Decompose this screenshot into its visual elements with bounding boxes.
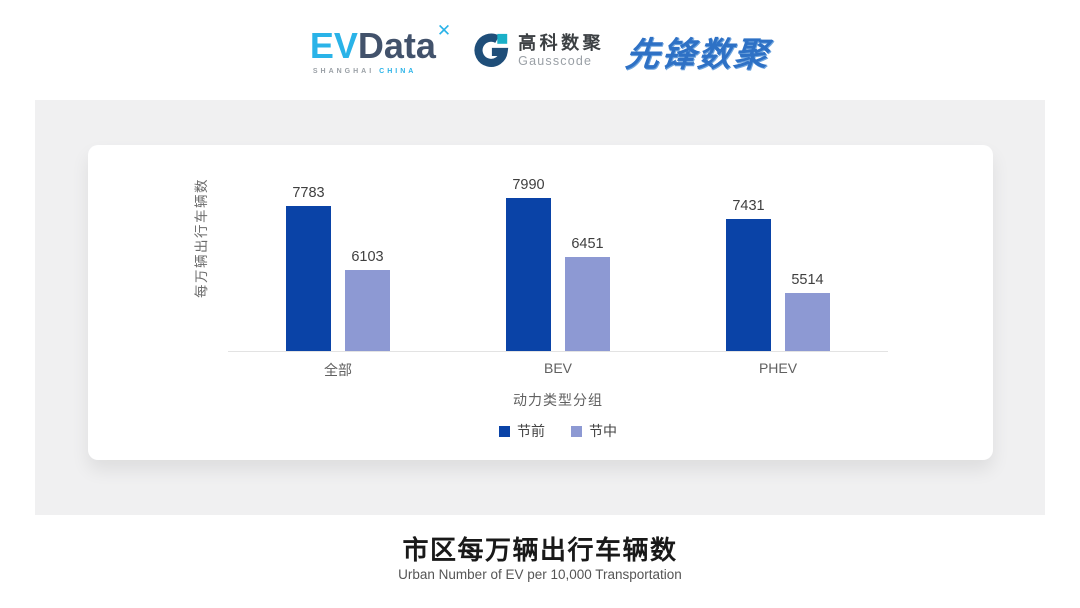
evdata-tagline: SHANGHAI CHINA [312,67,417,75]
bar-value-label: 6103 [351,249,384,265]
legend-label: 节前 [517,423,545,439]
bar-节中-PHEV [785,293,830,351]
bar-with-label: 6451 [565,236,610,351]
chart-card: 每万辆出行车辆数 7783 6103 7990 6451 7431 5514 全部 BEV P… [88,145,993,460]
header-logos: EV Data ✕ SHANGHAI CHINA 高科数聚 Gausscode 先锋… [0,16,1080,86]
legend-item: 节前 [499,421,545,441]
bar-value-label: 7783 [292,185,325,201]
bar-value-label: 5514 [791,272,824,288]
legend: 节前 节中 [228,421,888,441]
category-label: 全部 [324,362,352,378]
page-subtitle: Urban Number of EV per 10,000 Transporta… [398,567,682,582]
category-label: BEV [543,360,572,376]
evdata-data-text: Data [357,24,436,66]
bar-group: 7431 5514 [726,198,830,351]
evdata-logo-text: EV Data ✕ [309,22,451,66]
x-axis-label: 动力类型分组 [513,392,603,408]
category-label: PHEV [758,360,798,376]
gausscode-logo: 高科数聚 Gausscode [473,33,604,69]
evdata-logo: EV Data ✕ SHANGHAI CHINA [309,22,451,75]
bar-节中-BEV [565,257,610,351]
bar-with-label: 5514 [785,272,830,351]
bar-with-label: 6103 [345,249,390,351]
evdata-x-icon: ✕ [436,20,452,40]
gausscode-en-text: Gausscode [518,54,593,69]
bar-节前-全部 [286,206,331,351]
category-row: 全部 BEV PHEV [228,360,888,380]
bar-节前-PHEV [726,219,771,351]
bar-with-label: 7431 [726,198,771,351]
pioneer-logo: 先锋数聚 [623,35,772,74]
legend-item: 节中 [571,421,617,441]
gausscode-g-icon [474,33,509,67]
evdata-ev-text: EV [309,24,358,66]
gausscode-cn-text: 高科数聚 [518,33,605,54]
bar-with-label: 7783 [286,185,331,351]
bar-value-label: 7431 [732,198,765,214]
bar-group: 7990 6451 [506,177,610,351]
y-axis-label: 每万辆出行车辆数 [194,178,209,298]
bar-节前-BEV [506,198,551,351]
bar-节中-全部 [345,270,390,351]
bar-with-label: 7990 [506,177,551,351]
gausscode-text: 高科数聚 Gausscode [518,33,604,68]
legend-label: 节中 [589,423,617,439]
legend-swatch-icon [499,425,510,437]
bar-group: 7783 6103 [286,185,390,351]
bar-value-label: 7990 [512,177,545,193]
page-title: 市区每万辆出行车辆数 [402,535,678,565]
bar-value-label: 6451 [571,236,604,252]
plot-area: 7783 6103 7990 6451 7431 5514 [228,177,888,352]
legend-swatch-icon [571,425,582,437]
chart-panel: 每万辆出行车辆数 7783 6103 7990 6451 7431 5514 全部 BEV P… [35,100,1045,515]
